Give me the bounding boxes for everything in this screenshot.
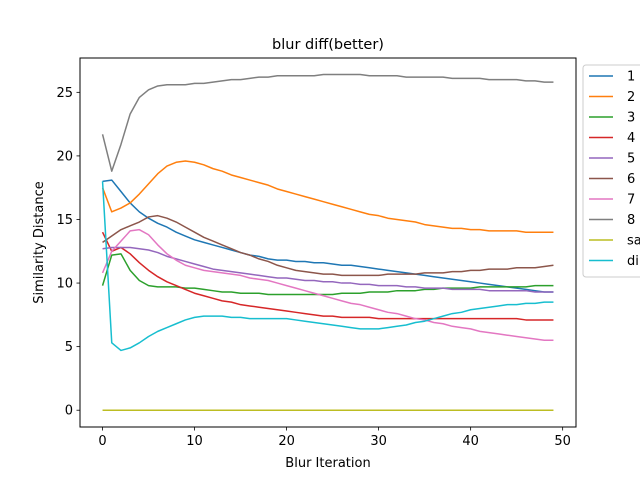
legend-label-6: 7 <box>627 193 635 208</box>
series-line-0 <box>102 179 554 293</box>
series-line-4 <box>102 246 554 293</box>
series-line-2 <box>101 253 554 296</box>
plot-frame <box>79 57 577 428</box>
legend-label-0: 1 <box>627 70 635 85</box>
legend-label-1: 2 <box>627 90 635 105</box>
x-tick-label: 40 <box>462 434 479 449</box>
series-lines <box>101 73 554 411</box>
legend-label-9: di <box>627 254 639 269</box>
legend-label-7: 8 <box>627 213 635 228</box>
series-line-1 <box>101 160 554 233</box>
series-line-3 <box>101 231 554 321</box>
y-tick-label: 15 <box>56 213 73 228</box>
y-tick-label: 5 <box>65 340 73 355</box>
y-tick-label: 0 <box>65 404 73 419</box>
y-tick-label: 20 <box>56 149 73 164</box>
series-line-9 <box>101 181 554 352</box>
series-line-6 <box>101 228 554 342</box>
x-tick-label: 0 <box>98 434 106 449</box>
legend-label-8: sa <box>627 234 640 249</box>
legend-box <box>582 64 640 278</box>
y-axis-ticks: 0 5 10 15 20 25 <box>56 86 80 419</box>
y-tick-label: 10 <box>56 277 73 292</box>
legend: 1 2 3 4 5 6 7 8 sa di <box>582 64 640 278</box>
x-tick-label: 20 <box>278 434 295 449</box>
legend-label-3: 4 <box>627 131 635 146</box>
x-axis-ticks: 0 10 20 30 40 50 <box>98 427 571 449</box>
y-axis-label: Similarity Distance <box>32 181 47 303</box>
chart-title: blur diff(better) <box>272 37 384 53</box>
series-line-5 <box>102 214 554 277</box>
x-axis-label: Blur Iteration <box>285 456 370 471</box>
legend-label-2: 3 <box>627 111 635 126</box>
legend-label-4: 5 <box>627 152 635 167</box>
x-tick-label: 50 <box>554 434 571 449</box>
series-line-7 <box>101 73 554 172</box>
x-tick-label: 10 <box>186 434 203 449</box>
legend-label-5: 6 <box>627 172 635 187</box>
y-tick-label: 25 <box>56 86 73 101</box>
x-tick-label: 30 <box>370 434 387 449</box>
